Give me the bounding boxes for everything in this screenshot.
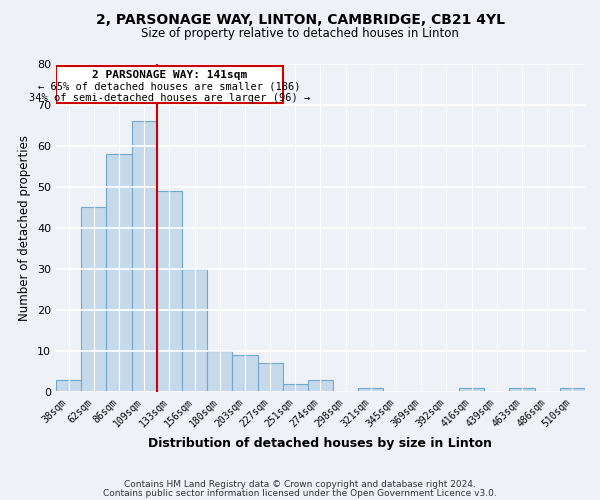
Bar [283, 384, 308, 392]
Bar [560, 388, 585, 392]
Text: 34% of semi-detached houses are larger (96) →: 34% of semi-detached houses are larger (… [29, 93, 310, 103]
Text: Contains public sector information licensed under the Open Government Licence v3: Contains public sector information licen… [103, 488, 497, 498]
Text: Size of property relative to detached houses in Linton: Size of property relative to detached ho… [141, 28, 459, 40]
Bar [509, 388, 535, 392]
Bar [459, 388, 484, 392]
Bar [157, 191, 182, 392]
Bar [131, 122, 157, 392]
Text: ← 65% of detached houses are smaller (186): ← 65% of detached houses are smaller (18… [38, 82, 301, 92]
Bar [358, 388, 383, 392]
Bar [257, 363, 283, 392]
X-axis label: Distribution of detached houses by size in Linton: Distribution of detached houses by size … [148, 437, 493, 450]
Y-axis label: Number of detached properties: Number of detached properties [19, 135, 31, 321]
Text: Contains HM Land Registry data © Crown copyright and database right 2024.: Contains HM Land Registry data © Crown c… [124, 480, 476, 489]
Bar [308, 380, 333, 392]
Bar [56, 380, 81, 392]
Bar [232, 355, 257, 392]
Bar [182, 269, 207, 392]
FancyBboxPatch shape [56, 66, 283, 103]
Bar [106, 154, 131, 392]
Text: 2 PARSONAGE WAY: 141sqm: 2 PARSONAGE WAY: 141sqm [92, 70, 247, 80]
Bar [207, 351, 232, 392]
Bar [81, 208, 106, 392]
Text: 2, PARSONAGE WAY, LINTON, CAMBRIDGE, CB21 4YL: 2, PARSONAGE WAY, LINTON, CAMBRIDGE, CB2… [95, 12, 505, 26]
